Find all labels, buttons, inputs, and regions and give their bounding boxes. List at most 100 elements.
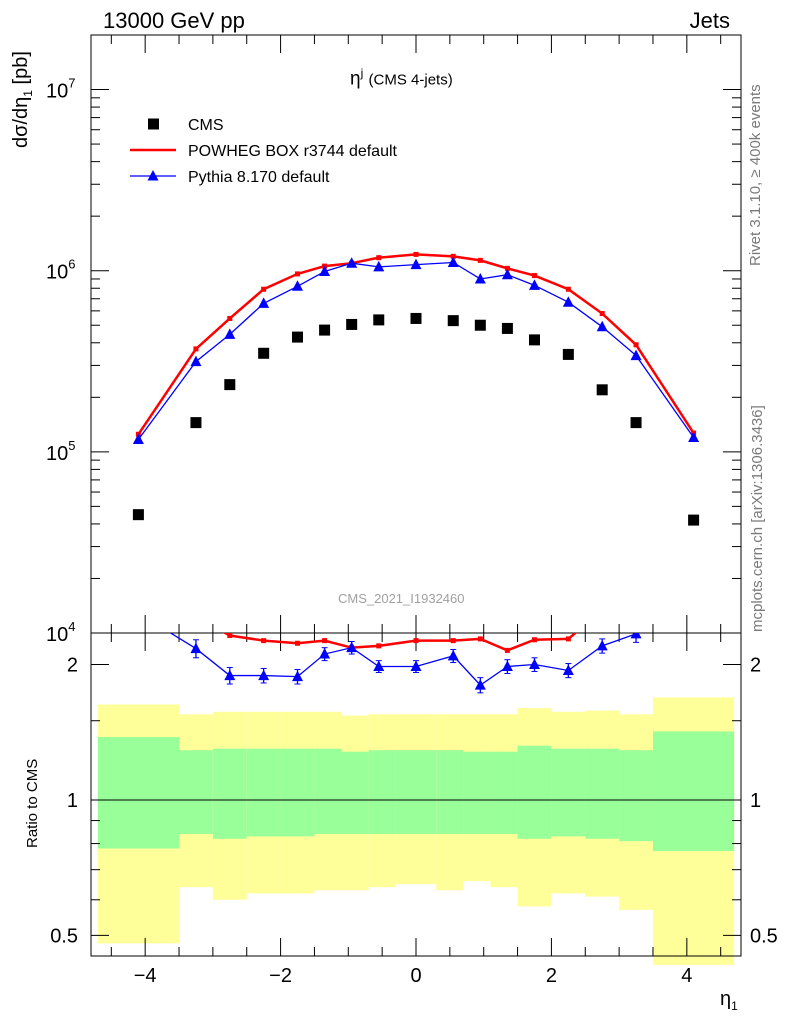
ratio-powheg-point <box>691 581 696 586</box>
y-tick-label: 104 <box>46 619 75 646</box>
legend-pythia-marker <box>147 170 159 181</box>
ratio-pythia-point <box>224 669 236 681</box>
ratio-powheg-point <box>600 608 605 613</box>
ratio-pythia-point <box>133 607 144 618</box>
ratio-band-inner-12 <box>517 745 552 839</box>
pythia-point <box>258 297 270 308</box>
ratio-band-inner-14 <box>585 748 620 839</box>
powheg-point <box>477 257 483 263</box>
pythia-point <box>474 272 486 284</box>
ratio-pythia-point <box>373 660 385 671</box>
ratio-powheg-point <box>136 598 141 603</box>
cms-point <box>501 322 513 334</box>
ratio-series <box>133 581 699 694</box>
main-series <box>132 251 700 526</box>
x-axis-label-symbol: η <box>720 988 732 1010</box>
ratio-powheg-point <box>227 633 233 639</box>
mcplots-info: mcplots.cern.ch [arXiv:1306.3436] <box>749 405 766 632</box>
powheg-point <box>565 286 571 292</box>
x-tick-label: 2 <box>546 965 557 987</box>
powheg-point <box>227 315 233 321</box>
cms-point <box>447 315 459 327</box>
powheg-point <box>450 253 456 259</box>
cms-point <box>319 324 331 336</box>
cms-point <box>373 314 385 326</box>
y-axis-label-top: dσ/dη <box>10 96 32 148</box>
ratio-y-tick-label: 1 <box>67 790 78 812</box>
ratio-pythia-point <box>319 648 331 659</box>
y-tick-label-exp: 5 <box>68 438 75 453</box>
y-axis-label-sub: 1 <box>21 90 35 97</box>
pythia-point <box>501 268 513 280</box>
pythia-point <box>224 328 236 339</box>
x-tick-label: 0 <box>410 965 421 987</box>
ratio-y-tick-label: 0.5 <box>750 925 778 947</box>
ratio-powheg-point <box>477 636 483 642</box>
cms-point <box>346 318 358 330</box>
powheg-point <box>295 271 301 277</box>
ratio-powheg-point <box>450 638 456 644</box>
ratio-powheg-point <box>295 640 301 646</box>
ratio-pythia-point <box>630 633 642 639</box>
title-sup: j <box>360 66 364 80</box>
y-tick-label-exp: 4 <box>68 619 75 634</box>
cms-point <box>474 319 486 331</box>
y-axis-label: dσ/dη1 [pb] <box>10 51 35 148</box>
ratio-band-inner-13 <box>551 748 586 837</box>
y-tick-label: 106 <box>46 257 75 284</box>
ratio-band-inner-16 <box>652 731 735 852</box>
ratio-band-inner-8 <box>395 750 437 835</box>
ratio-band-inner-9 <box>436 750 464 835</box>
powheg-point <box>193 346 199 352</box>
ratio-powheg-point <box>322 638 328 644</box>
pythia-point <box>346 257 358 268</box>
cms-point <box>132 509 144 521</box>
pythia-point <box>562 296 574 307</box>
ratio-y-tick-label: 2 <box>67 655 78 677</box>
cms-point <box>528 334 540 346</box>
x-axis-label-sub: 1 <box>731 999 738 1013</box>
pythia-point <box>319 265 331 276</box>
plot-title: ηj (CMS 4-jets) <box>350 66 453 90</box>
x-tick-label: −4 <box>134 965 157 987</box>
powheg-point <box>531 273 537 279</box>
legend-cms-marker <box>148 118 159 130</box>
ratio-y-tick-label: 2 <box>750 655 761 677</box>
powheg-point <box>413 251 419 257</box>
ratio-pythia-point <box>688 589 699 600</box>
header-left: 13000 GeV pp <box>103 8 245 33</box>
cms-point <box>292 331 304 343</box>
ratio-band-inner-10 <box>463 751 491 835</box>
ratio-y-label: Ratio to CMS <box>24 758 41 848</box>
legend-label: Pythia 8.170 default <box>188 169 330 186</box>
y-tick-label: 105 <box>46 438 75 465</box>
pythia-point <box>688 431 700 443</box>
pythia-point <box>630 349 642 361</box>
ratio-powheg-point <box>565 636 571 642</box>
ratio-powheg-point <box>413 638 419 644</box>
cms-point <box>562 348 574 360</box>
powheg-point <box>504 265 510 271</box>
ratio-band-inner-15 <box>619 750 653 842</box>
ratio-pythia-point <box>474 679 486 690</box>
powheg-point <box>376 255 382 261</box>
ratio-pythia-point <box>596 639 608 651</box>
ratio-band-inner-1 <box>179 750 213 835</box>
powheg-point <box>599 311 605 317</box>
ratio-pythia-point <box>447 649 459 661</box>
x-axis-label: η1 <box>720 988 738 1013</box>
ratio-powheg-point <box>261 638 267 644</box>
powheg-point <box>261 286 267 292</box>
ratio-band-inner-0 <box>97 737 180 849</box>
ratio-band-inner-7 <box>368 750 396 835</box>
ratio-y-tick-label: 1 <box>750 790 761 812</box>
ratio-bands <box>97 697 735 965</box>
legend: CMS POWHEG BOX r3744 default Pythia 8.170 … <box>130 117 398 186</box>
ratio-pythia-point <box>410 660 422 671</box>
series-layer <box>132 251 700 694</box>
pythia-point <box>292 280 304 291</box>
pythia-point <box>447 256 459 267</box>
cms-point <box>630 417 642 429</box>
cms-point <box>688 514 700 526</box>
